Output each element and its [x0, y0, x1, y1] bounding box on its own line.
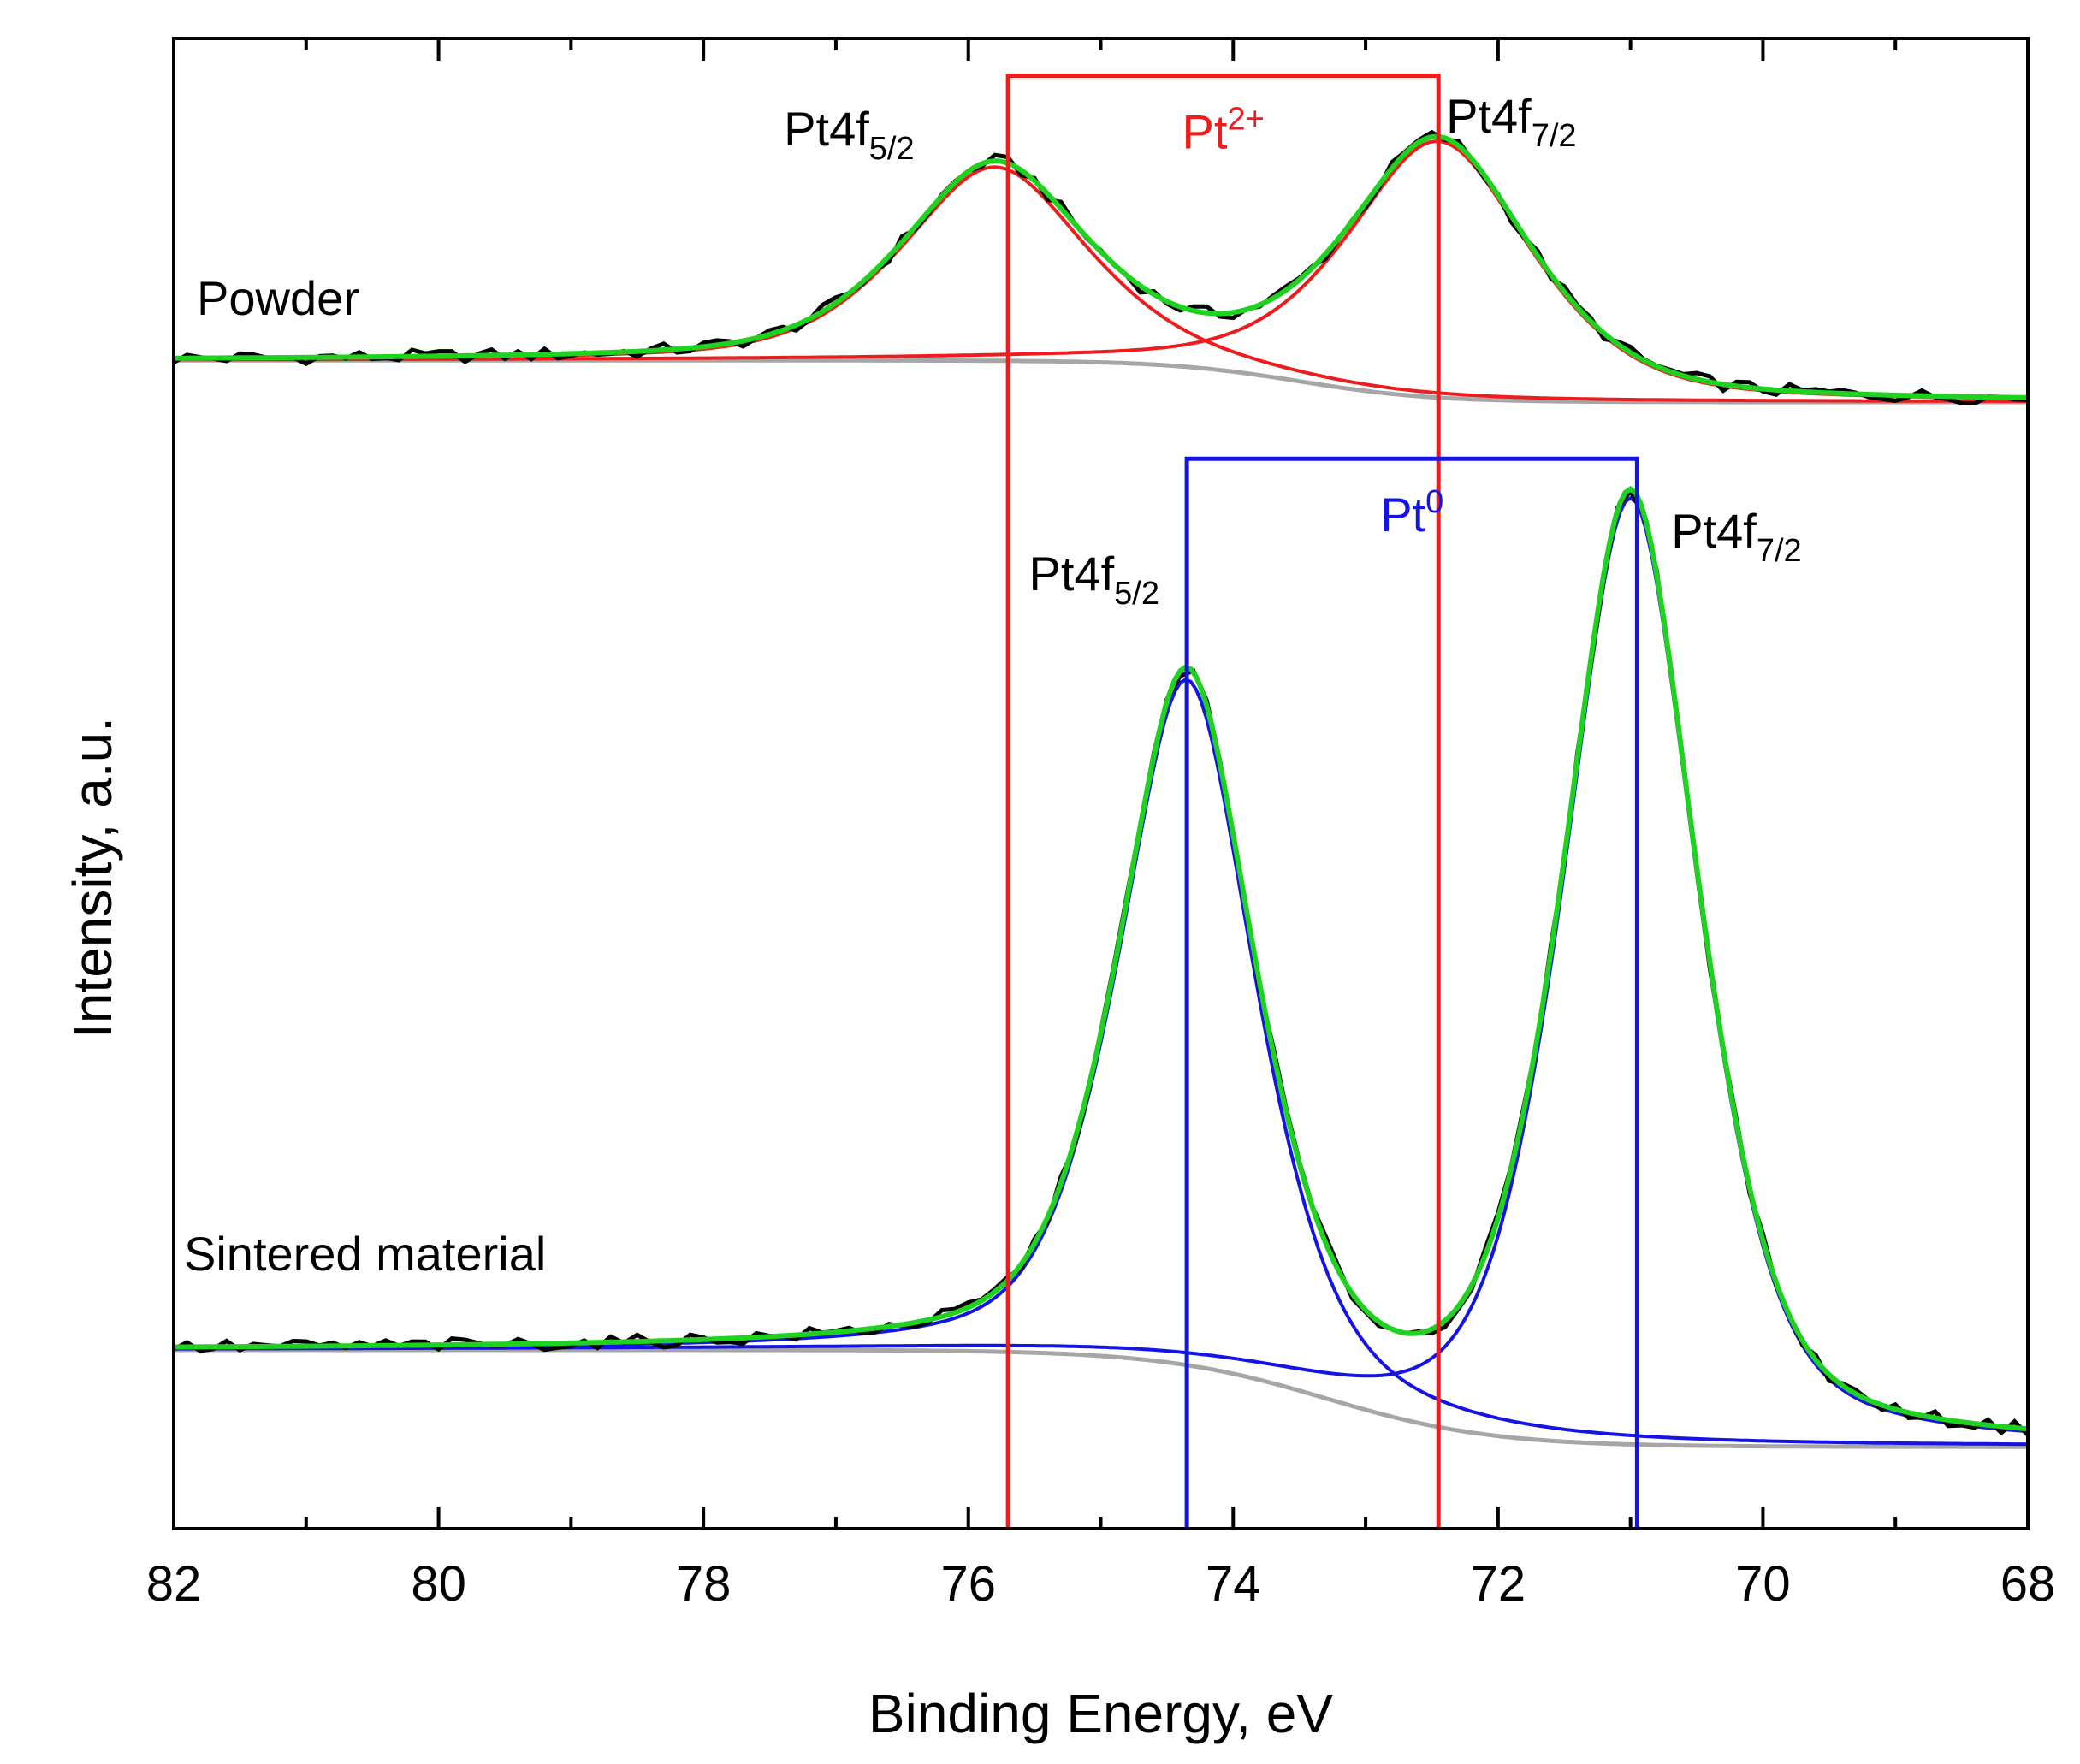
peak-label: Pt4f7/2: [1671, 504, 1801, 569]
minor-ticks: [304, 38, 1898, 1529]
curves: [172, 129, 2030, 1449]
x-tick-label: 74: [1206, 1556, 1261, 1612]
x-tick-label: 76: [940, 1556, 996, 1612]
x-axis-label: Binding Energy, eV: [868, 1683, 1333, 1744]
peak-label: Pt4f5/2: [1029, 547, 1159, 612]
raw-data-curve: [172, 487, 2030, 1437]
x-tick-label: 72: [1471, 1556, 1526, 1612]
plot-frame: [172, 37, 2030, 1530]
x-tick-label: 78: [676, 1556, 732, 1612]
state-markers: [1005, 74, 1639, 1529]
x-tick-label: 68: [2000, 1556, 2056, 1612]
background-curve: [174, 1347, 2028, 1449]
marker-label: Pt2+: [1182, 102, 1265, 159]
marker-bracket-1: [1184, 456, 1639, 1529]
peak-label: Pt4f5/2: [784, 102, 914, 167]
x-tick-label: 82: [146, 1556, 202, 1612]
y-axis-label: Intensity, a.u.: [62, 717, 123, 1039]
component-curve: [174, 165, 2028, 403]
component-curve: [174, 495, 2029, 1434]
panel-label: Powder: [197, 271, 359, 325]
x-axis-ticks: 82 80 78 76 74 72 70 68: [146, 38, 2056, 1612]
component-curve: [173, 139, 2029, 400]
x-tick-label: 80: [411, 1556, 466, 1612]
fit-envelope-curve: [174, 133, 2029, 400]
annotations: Pt2+ Pt0 Powder Pt4f5/2 Pt4f7/2 Sintered mate…: [184, 89, 1802, 1281]
fit-envelope-curve: [174, 486, 2029, 1432]
marker-bracket-0: [1005, 74, 1441, 1529]
marker-label: Pt0: [1380, 484, 1443, 542]
panel-label: Sintered material: [184, 1227, 546, 1281]
x-tick-label: 70: [1735, 1556, 1791, 1612]
peak-label: Pt4f7/2: [1446, 89, 1576, 154]
component-curve: [174, 678, 2029, 1447]
